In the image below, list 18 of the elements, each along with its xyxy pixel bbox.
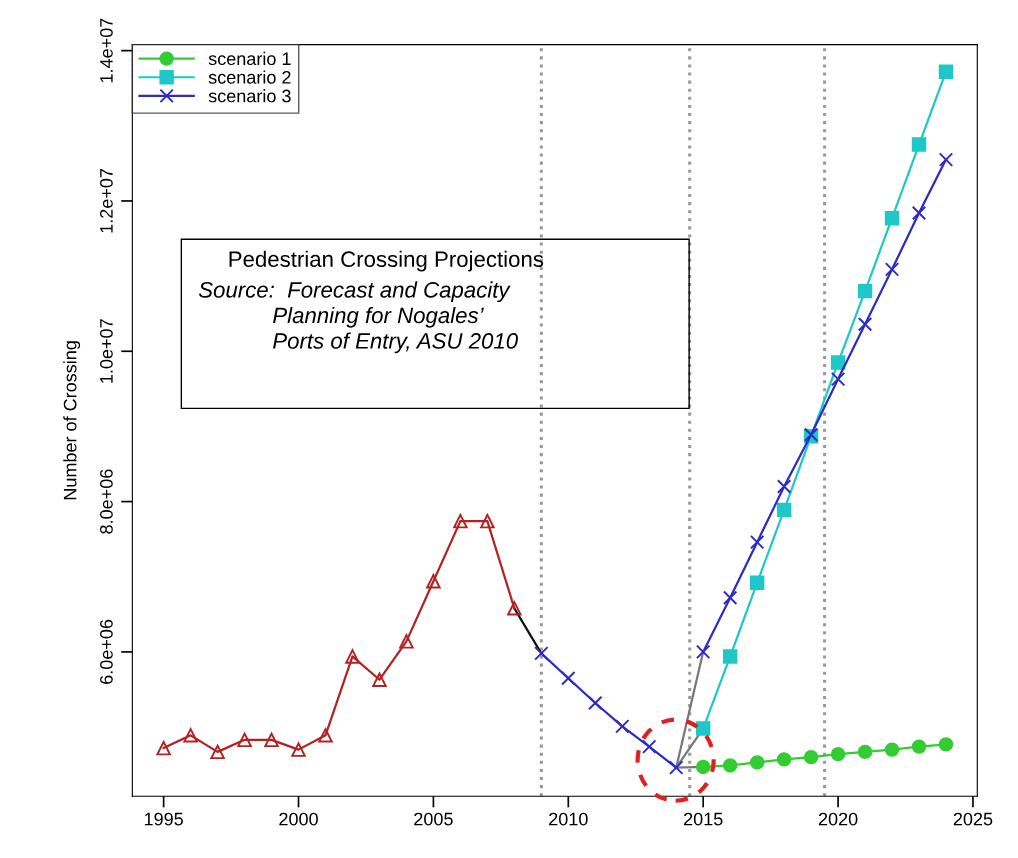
- y-axis-title: Number of Crossing: [63, 341, 81, 500]
- x-tick-label: 2000: [279, 812, 318, 826]
- y-tick-label: 1.2e+07: [100, 168, 113, 233]
- y-tick-label: 1.0e+07: [100, 319, 113, 383]
- x-tick-label: 2015: [684, 812, 723, 826]
- annotation: Source: Forecast and Capacity Planning for Nogales’ Ports of Entry, ASU 2010: [198, 281, 518, 354]
- legend-label: scenario 1: [208, 51, 291, 66]
- x-tick-label: 2010: [549, 812, 588, 826]
- x-tick-label: 2025: [953, 812, 993, 826]
- legend-label: scenario 2: [208, 70, 291, 84]
- y-tick-label: 8.0e+06: [100, 469, 113, 534]
- x-tick-label: 2005: [414, 812, 453, 826]
- y-tick-label: 1.4e+07: [100, 18, 113, 83]
- annotation: Pedestrian Crossing Projections: [229, 250, 544, 272]
- legend-label: scenario 3: [208, 89, 291, 103]
- x-tick-label: 1995: [144, 812, 183, 826]
- y-tick-label: 6.0e+06: [100, 619, 113, 684]
- x-tick-label: 2020: [818, 812, 858, 826]
